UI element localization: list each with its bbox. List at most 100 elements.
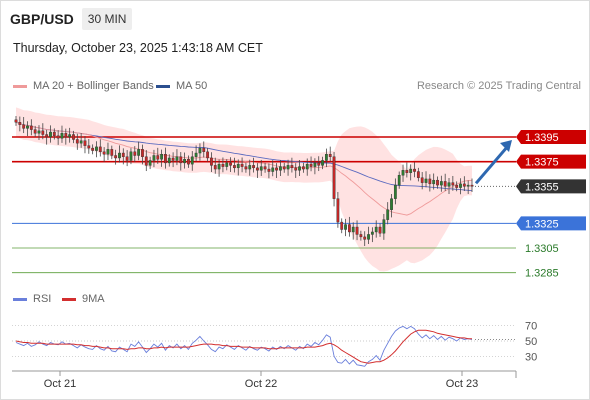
candle-95: [378, 223, 382, 237]
candle-9: [49, 125, 52, 143]
candle-body: [424, 178, 428, 183]
candle-40: [167, 154, 171, 167]
candle-65: [263, 162, 267, 173]
candle-body: [106, 149, 110, 155]
candle-63: [256, 163, 259, 178]
candle-body: [336, 198, 340, 223]
candle-body: [393, 184, 397, 199]
candle-body: [355, 226, 359, 235]
candle-body: [202, 147, 206, 153]
candle-114: [451, 175, 455, 191]
candle-69: [279, 159, 282, 176]
candle-118: [466, 180, 470, 194]
timeframe-badge[interactable]: 30 MIN: [81, 8, 133, 30]
candle-body: [256, 167, 259, 171]
candle-59: [240, 157, 244, 173]
candle-91: [363, 231, 367, 247]
candle-body: [324, 154, 328, 161]
symbol-title: GBP/USD: [10, 11, 74, 27]
projection-arrow-shaft: [474, 145, 510, 185]
candle-body: [221, 163, 225, 167]
candle-82: [328, 146, 332, 162]
candle-body: [294, 167, 298, 171]
rsi-line: [15, 325, 473, 367]
candle-83: [332, 152, 336, 207]
candle-103: [409, 164, 413, 181]
candle-body: [144, 156, 148, 166]
projection-arrow-head: [500, 140, 512, 152]
candle-79: [317, 156, 321, 172]
candle-119: [470, 178, 474, 193]
candle-body: [194, 152, 198, 157]
candle-29: [125, 150, 129, 167]
candle-34: [144, 150, 148, 172]
candle-body: [64, 133, 68, 138]
candle-94: [374, 220, 378, 238]
candle-body: [340, 221, 344, 230]
candle-body: [401, 170, 405, 176]
candle-115: [455, 181, 459, 192]
candle-25: [110, 145, 114, 160]
candle-84: [336, 192, 340, 228]
candle-41: [171, 152, 175, 168]
candle-70: [282, 162, 286, 173]
candle-body: [160, 154, 164, 160]
candle-43: [179, 152, 183, 171]
candle-body: [83, 140, 87, 146]
candle-78: [313, 158, 317, 175]
level-tag-text: 1.3305: [525, 243, 559, 255]
credit-label: Research © 2025 Trading Central: [416, 80, 581, 92]
candle-body: [259, 166, 263, 171]
candle-62: [252, 157, 255, 173]
candle-49: [202, 141, 206, 158]
candle-body: [18, 121, 22, 125]
candles: [14, 116, 474, 247]
x-tick-label: Oct 21: [44, 378, 76, 390]
candle-64: [259, 159, 263, 176]
candle-body: [290, 165, 294, 169]
candle-body: [439, 181, 443, 186]
candle-body: [118, 152, 121, 159]
level-label-1.3285: 1.3285: [525, 268, 559, 280]
candle-body: [374, 226, 378, 233]
candle-body: [459, 183, 462, 188]
candle-71: [286, 159, 290, 176]
candle-body: [244, 166, 248, 170]
candle-96: [382, 213, 386, 240]
rsi-tick-label: 50: [525, 336, 537, 348]
candle-52: [213, 157, 217, 174]
ma20-line: [15, 121, 473, 216]
candle-body: [397, 175, 401, 186]
candle-body: [436, 179, 439, 186]
candle-body: [428, 178, 432, 185]
x-tick-label: Oct 22: [245, 378, 277, 390]
candle-92: [367, 226, 370, 245]
candle-53: [217, 159, 221, 177]
candle-body: [175, 156, 179, 161]
candle-72: [290, 157, 294, 173]
candle-75: [302, 162, 305, 173]
candle-body: [416, 171, 420, 178]
candle-body: [386, 209, 390, 220]
rsi-ma-swatch: [62, 297, 76, 301]
candle-31: [133, 146, 137, 163]
legend-ma20: MA 20 + Bollinger Bands: [13, 80, 154, 92]
ma20-swatch: [13, 84, 27, 88]
candle-100: [397, 171, 401, 189]
candle-body: [317, 162, 321, 166]
candle-body: [252, 165, 255, 169]
candle-body: [190, 156, 194, 165]
candle-body: [309, 163, 313, 167]
candle-30: [129, 148, 133, 165]
candle-body: [302, 166, 305, 170]
candle-26: [114, 149, 118, 165]
candle-46: [190, 151, 194, 171]
candle-36: [152, 149, 156, 168]
candle-27: [118, 145, 121, 163]
candle-body: [236, 163, 240, 169]
candle-5: [33, 125, 37, 137]
candle-body: [382, 219, 386, 234]
candle-32: [137, 141, 141, 161]
candle-50: [206, 148, 209, 162]
candle-body: [347, 224, 351, 233]
